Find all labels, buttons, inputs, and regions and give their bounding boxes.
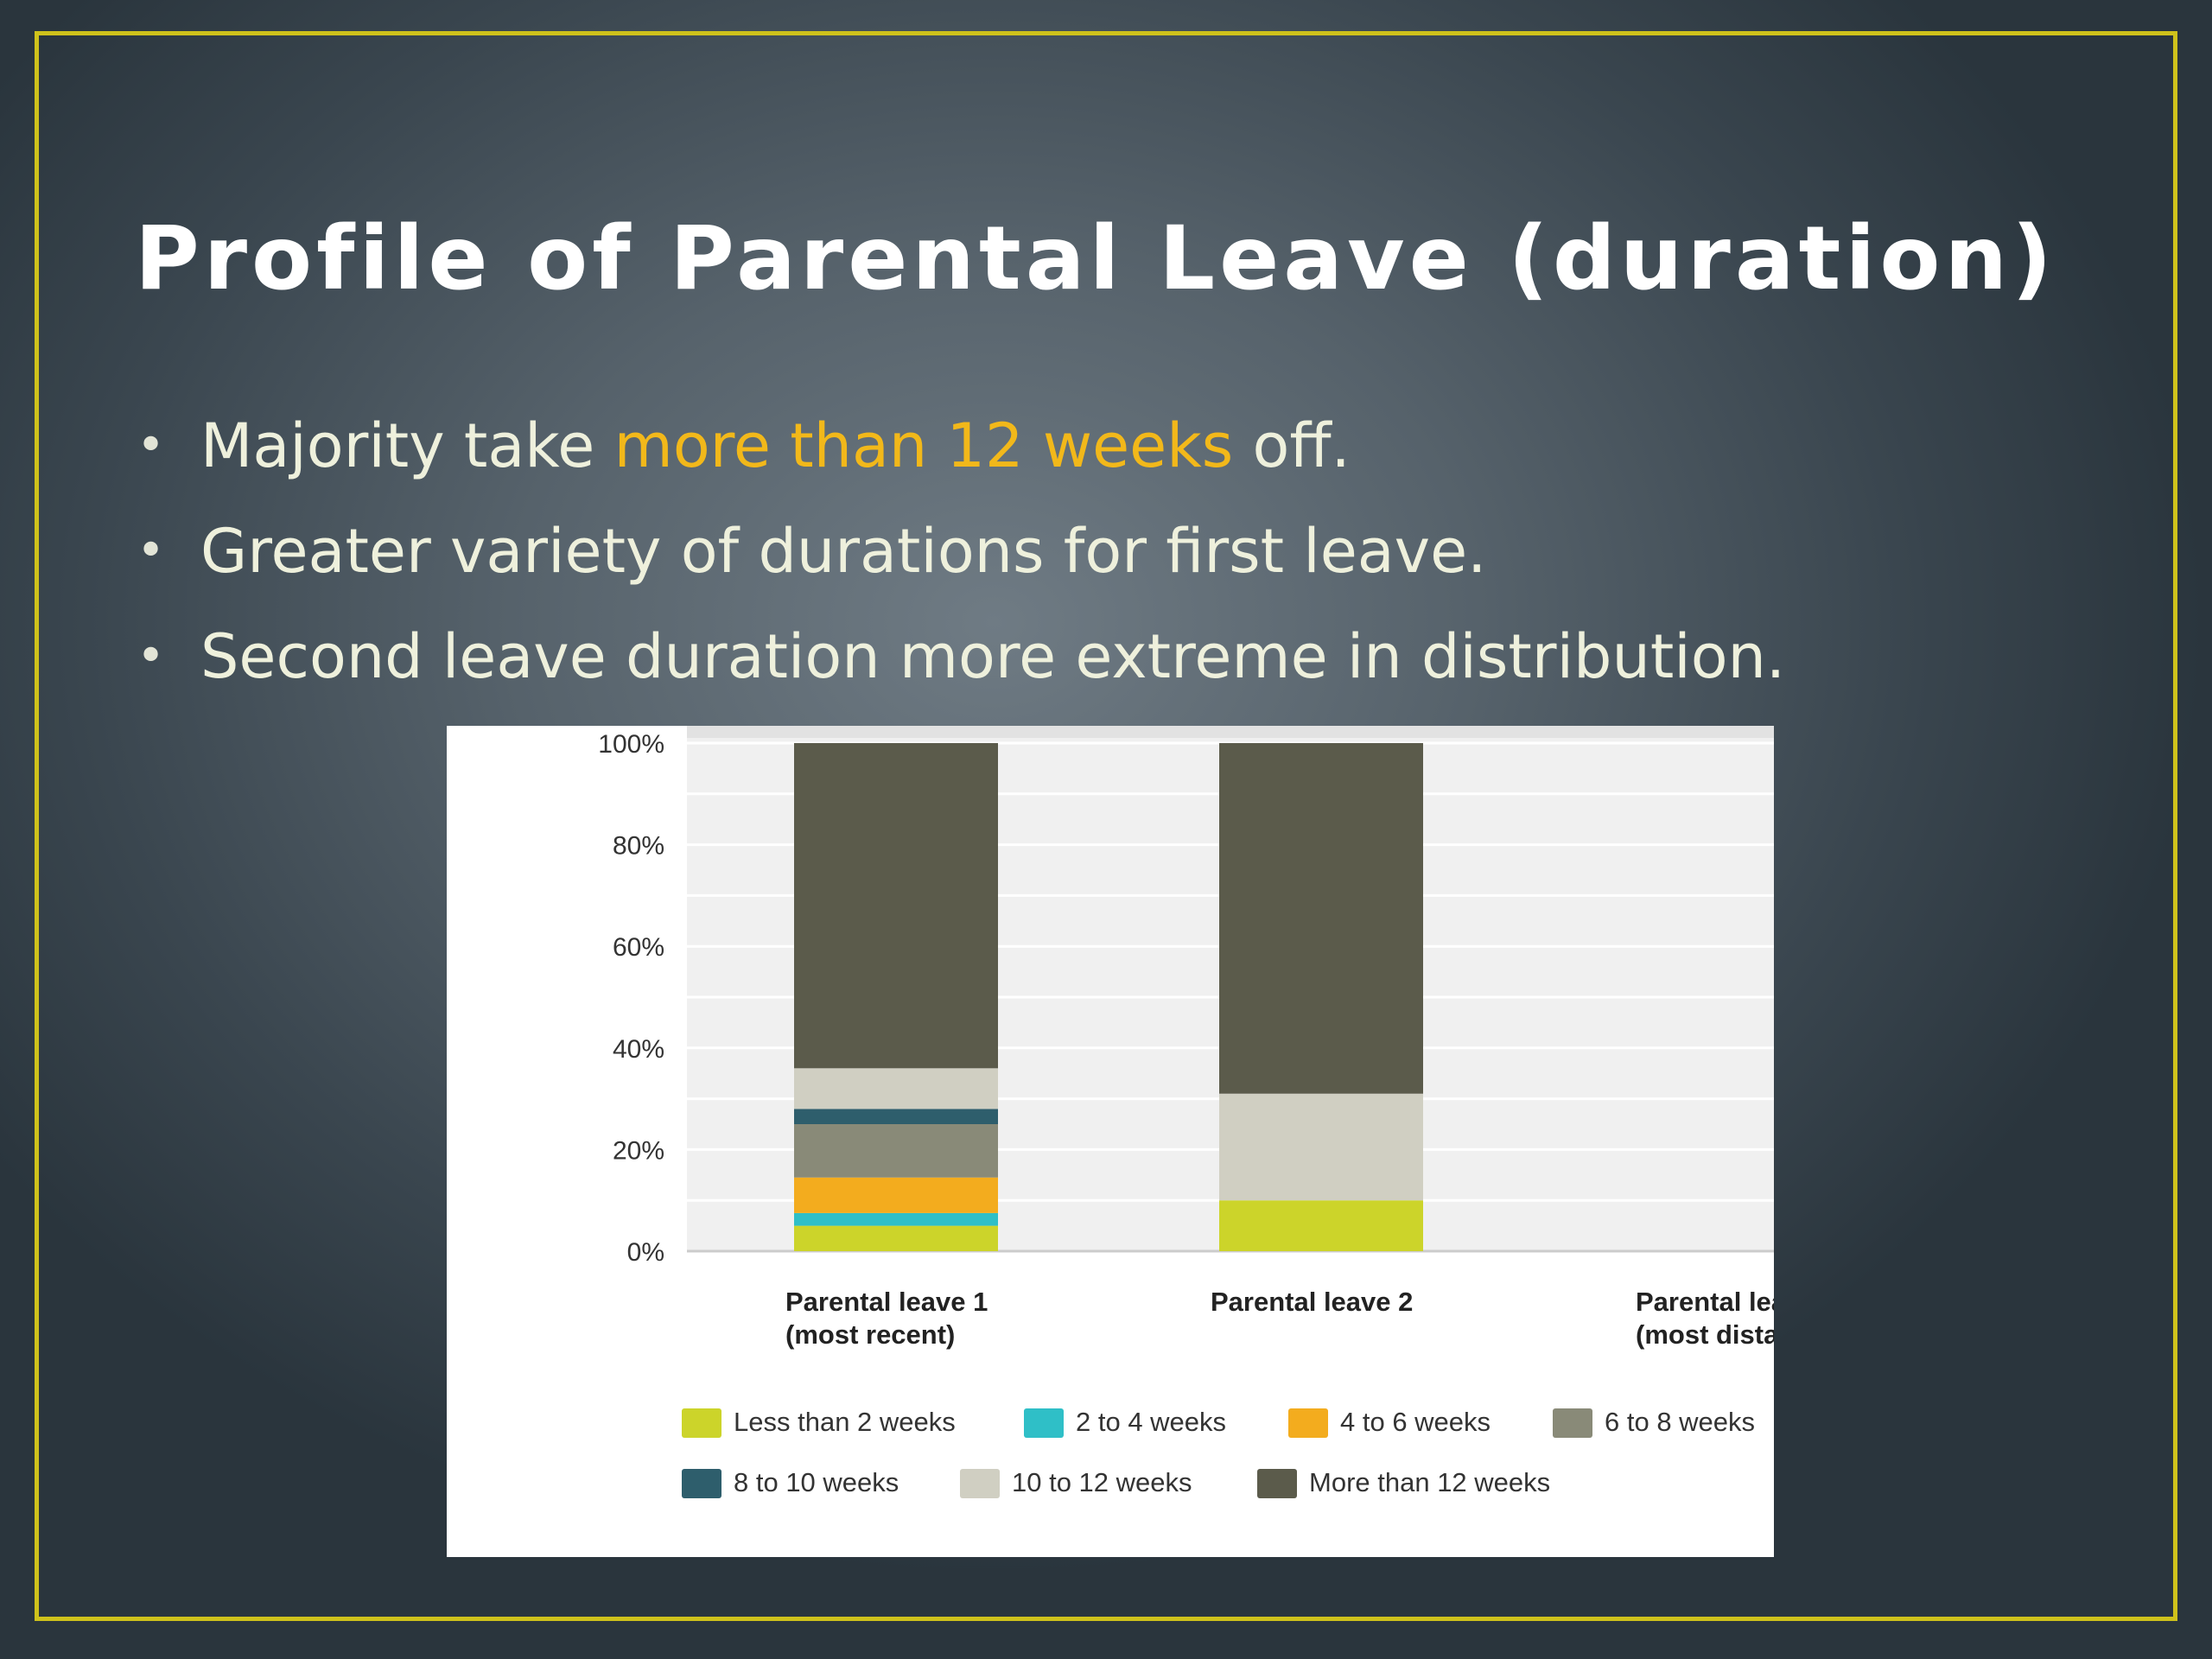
bullet-item: • Greater variety of durations for first… <box>130 512 1785 617</box>
x-category-label: Parental leave 3(most distant) <box>1636 1287 1774 1350</box>
bar-segment <box>794 743 998 1069</box>
legend-swatch <box>682 1469 721 1498</box>
chart-panel: 0% 20% 40% 60% 80% 100% Parental leave 1 (most … <box>447 726 1774 1557</box>
legend-label: 2 to 4 weeks <box>1076 1407 1226 1437</box>
bar-segment <box>1219 1093 1423 1201</box>
bar-segment <box>794 1109 998 1124</box>
bar-segment <box>794 1212 998 1226</box>
bullet-item: • Second leave duration more extreme in … <box>130 617 1785 722</box>
bullet-icon: • <box>137 417 166 474</box>
bullet-icon: • <box>137 523 166 579</box>
legend-swatch <box>682 1408 721 1438</box>
legend-label: 10 to 12 weeks <box>1012 1467 1192 1497</box>
bullet-text: Second leave duration more extreme in di… <box>200 621 1786 692</box>
y-tick-label: 40% <box>613 1035 664 1064</box>
bullet-text: Majority take <box>200 410 614 481</box>
legend-label: 4 to 6 weeks <box>1340 1407 1491 1437</box>
legend-label: 8 to 10 weeks <box>734 1467 899 1497</box>
y-tick-label: 60% <box>613 933 664 962</box>
y-tick-label: 0% <box>627 1238 664 1267</box>
x-category-label: Parental leave 1 (most recent) <box>785 1287 988 1350</box>
bullet-text: Greater variety of durations for first l… <box>200 516 1487 587</box>
slide-title: Profile of Parental Leave (duration) <box>135 207 2056 310</box>
legend-label: Less than 2 weeks <box>734 1407 956 1437</box>
stacked-bar-chart: 0% 20% 40% 60% 80% 100% Parental leave 1 (most … <box>598 726 1774 1498</box>
bullet-text-end: off. <box>1233 410 1351 481</box>
legend-swatch <box>1257 1469 1297 1498</box>
plot-top-band <box>687 726 1774 738</box>
bar-segment <box>1219 1200 1423 1251</box>
legend-swatch <box>1288 1408 1328 1438</box>
x-category-label: Parental leave 2 <box>1211 1287 1413 1317</box>
bullet-item: • Majority take more than 12 weeks off. <box>130 406 1785 512</box>
bar-segment <box>794 1068 998 1109</box>
bullet-list: • Majority take more than 12 weeks off. … <box>130 406 1785 722</box>
bullet-highlight: more than 12 weeks <box>613 410 1234 481</box>
y-tick-label: 80% <box>613 832 664 861</box>
y-tick-label: 100% <box>598 730 664 759</box>
bar-segment <box>794 1177 998 1213</box>
bar-segment <box>1219 743 1423 1094</box>
legend-swatch <box>1024 1408 1064 1438</box>
legend-swatch <box>1553 1408 1592 1438</box>
bar-segment <box>794 1124 998 1178</box>
bar-segment <box>794 1225 998 1251</box>
y-tick-label: 20% <box>613 1136 664 1165</box>
bullet-icon: • <box>137 628 166 684</box>
legend-swatch <box>960 1469 1000 1498</box>
slide-frame <box>35 31 2177 1621</box>
legend-label: 6 to 8 weeks <box>1605 1407 1755 1437</box>
legend-label: More than 12 weeks <box>1309 1467 1550 1497</box>
